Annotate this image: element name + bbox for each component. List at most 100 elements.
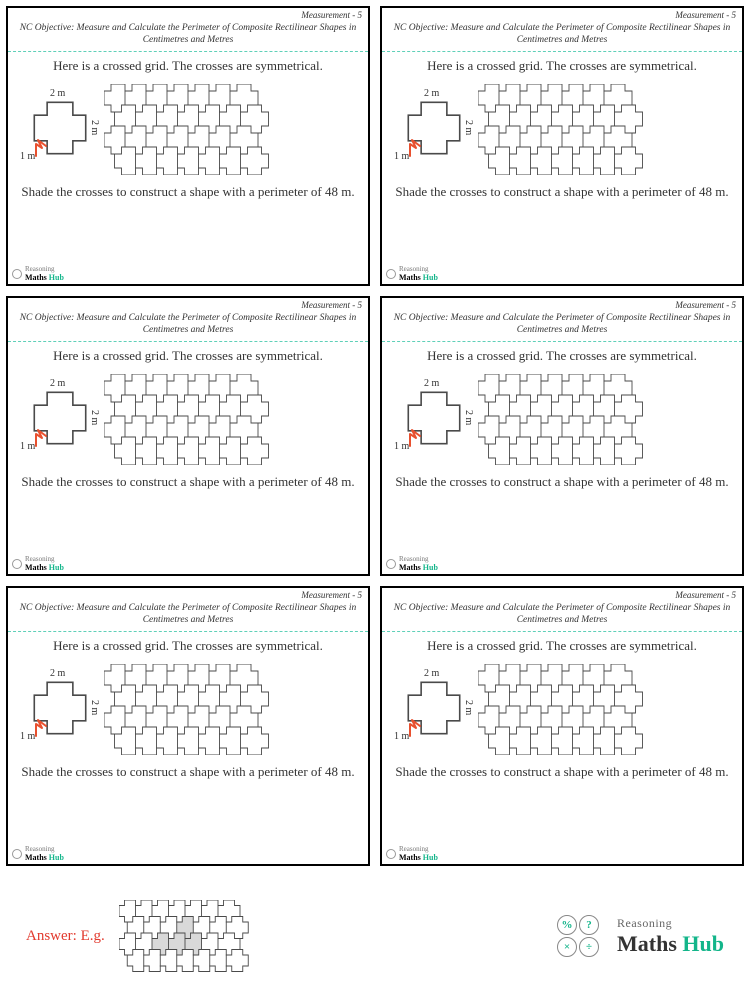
logo-line2: Maths Hub bbox=[399, 273, 438, 282]
footer-row: Answer: E.g. % ? × ÷ Reasoning Maths Hub bbox=[6, 876, 744, 996]
worksheet-card: Measurement - 5 NC Objective: Measure an… bbox=[380, 296, 744, 576]
objective-text: NC Objective: Measure and Calculate the … bbox=[18, 22, 358, 47]
answer-label: Answer: E.g. bbox=[26, 928, 105, 945]
worksheet-card: Measurement - 5 NC Objective: Measure an… bbox=[380, 586, 744, 866]
question-icon: ? bbox=[579, 915, 599, 935]
objective-text: NC Objective: Measure and Calculate the … bbox=[18, 312, 358, 337]
cross-grid bbox=[104, 664, 276, 755]
dimension-right: 2 m bbox=[89, 700, 100, 715]
cross-shape bbox=[30, 678, 90, 738]
logo-mini: Reasoning Maths Hub bbox=[12, 556, 64, 572]
dimension-right: 2 m bbox=[463, 410, 474, 425]
task-text: Shade the crosses to construct a shape w… bbox=[392, 763, 732, 781]
logo-line1: Reasoning bbox=[25, 556, 64, 563]
logo-large-line2: Maths Hub bbox=[617, 931, 724, 957]
single-cross-diagram: 2 m 2 m 1 m bbox=[18, 84, 98, 174]
divide-icon: ÷ bbox=[579, 937, 599, 957]
logo-circle-icon bbox=[386, 269, 396, 279]
divider bbox=[8, 341, 368, 342]
divider bbox=[382, 51, 742, 52]
logo-line1: Reasoning bbox=[399, 266, 438, 273]
topic-tag: Measurement - 5 bbox=[301, 590, 362, 600]
task-text: Shade the crosses to construct a shape w… bbox=[18, 763, 358, 781]
single-cross-diagram: 2 m 2 m 1 m bbox=[392, 84, 472, 174]
cross-grid bbox=[478, 664, 650, 755]
cross-grid bbox=[104, 374, 276, 465]
dimension-right: 2 m bbox=[89, 410, 100, 425]
logo-line1: Reasoning bbox=[25, 846, 64, 853]
logo-line1: Reasoning bbox=[399, 556, 438, 563]
topic-tag: Measurement - 5 bbox=[675, 590, 736, 600]
logo-circle-icon bbox=[12, 849, 22, 859]
task-text: Shade the crosses to construct a shape w… bbox=[18, 183, 358, 201]
logo-line2: Maths Hub bbox=[25, 853, 64, 862]
content-row: 2 m 2 m 1 m bbox=[18, 374, 358, 465]
divider bbox=[382, 341, 742, 342]
dimension-right: 2 m bbox=[463, 700, 474, 715]
logo-mini: Reasoning Maths Hub bbox=[386, 846, 438, 862]
logo-mini: Reasoning Maths Hub bbox=[386, 556, 438, 572]
cross-shape bbox=[404, 98, 464, 158]
intro-text: Here is a crossed grid. The crosses are … bbox=[18, 348, 358, 364]
dimension-right: 2 m bbox=[463, 120, 474, 135]
logo-large-line1: Reasoning bbox=[617, 916, 724, 931]
task-text: Shade the crosses to construct a shape w… bbox=[18, 473, 358, 491]
cross-shape bbox=[30, 388, 90, 448]
cross-grid bbox=[478, 84, 650, 175]
dimension-bottom: 1 m bbox=[394, 151, 409, 162]
single-cross-diagram: 2 m 2 m 1 m bbox=[392, 664, 472, 754]
cross-shape bbox=[30, 98, 90, 158]
dimension-bottom: 1 m bbox=[20, 441, 35, 452]
intro-text: Here is a crossed grid. The crosses are … bbox=[392, 58, 732, 74]
task-text: Shade the crosses to construct a shape w… bbox=[392, 183, 732, 201]
topic-tag: Measurement - 5 bbox=[301, 10, 362, 20]
logo-circle-icon bbox=[386, 849, 396, 859]
topic-tag: Measurement - 5 bbox=[675, 10, 736, 20]
single-cross-diagram: 2 m 2 m 1 m bbox=[18, 664, 98, 754]
dimension-bottom: 1 m bbox=[20, 731, 35, 742]
divider bbox=[8, 51, 368, 52]
intro-text: Here is a crossed grid. The crosses are … bbox=[392, 638, 732, 654]
topic-tag: Measurement - 5 bbox=[675, 300, 736, 310]
worksheet-card: Measurement - 5 NC Objective: Measure an… bbox=[380, 6, 744, 286]
multiply-icon: × bbox=[557, 937, 577, 957]
worksheet-card: Measurement - 5 NC Objective: Measure an… bbox=[6, 296, 370, 576]
logo-line1: Reasoning bbox=[399, 846, 438, 853]
content-row: 2 m 2 m 1 m bbox=[392, 84, 732, 175]
logo-circle-icon bbox=[386, 559, 396, 569]
cross-grid bbox=[104, 84, 276, 175]
logo-large: % ? × ÷ Reasoning Maths Hub bbox=[557, 915, 724, 957]
logo-line2: Maths Hub bbox=[399, 853, 438, 862]
content-row: 2 m 2 m 1 m bbox=[392, 374, 732, 465]
objective-text: NC Objective: Measure and Calculate the … bbox=[392, 312, 732, 337]
worksheet-card: Measurement - 5 NC Objective: Measure an… bbox=[6, 586, 370, 866]
cross-shape bbox=[404, 678, 464, 738]
logo-circle-icon bbox=[12, 559, 22, 569]
logo-line2: Maths Hub bbox=[399, 563, 438, 572]
dimension-bottom: 1 m bbox=[394, 441, 409, 452]
content-row: 2 m 2 m 1 m bbox=[18, 84, 358, 175]
intro-text: Here is a crossed grid. The crosses are … bbox=[18, 58, 358, 74]
dimension-bottom: 1 m bbox=[20, 151, 35, 162]
cross-grid bbox=[478, 374, 650, 465]
objective-text: NC Objective: Measure and Calculate the … bbox=[18, 602, 358, 627]
answer-grid bbox=[119, 900, 254, 972]
content-row: 2 m 2 m 1 m bbox=[18, 664, 358, 755]
dimension-bottom: 1 m bbox=[394, 731, 409, 742]
single-cross-diagram: 2 m 2 m 1 m bbox=[392, 374, 472, 464]
logo-icons: % ? × ÷ bbox=[557, 915, 607, 957]
task-text: Shade the crosses to construct a shape w… bbox=[392, 473, 732, 491]
logo-mini: Reasoning Maths Hub bbox=[386, 266, 438, 282]
divider bbox=[8, 631, 368, 632]
logo-line1: Reasoning bbox=[25, 266, 64, 273]
logo-line2: Maths Hub bbox=[25, 563, 64, 572]
single-cross-diagram: 2 m 2 m 1 m bbox=[18, 374, 98, 464]
topic-tag: Measurement - 5 bbox=[301, 300, 362, 310]
intro-text: Here is a crossed grid. The crosses are … bbox=[18, 638, 358, 654]
objective-text: NC Objective: Measure and Calculate the … bbox=[392, 22, 732, 47]
percent-icon: % bbox=[557, 915, 577, 935]
divider bbox=[382, 631, 742, 632]
content-row: 2 m 2 m 1 m bbox=[392, 664, 732, 755]
worksheet-card: Measurement - 5 NC Objective: Measure an… bbox=[6, 6, 370, 286]
logo-mini: Reasoning Maths Hub bbox=[12, 266, 64, 282]
